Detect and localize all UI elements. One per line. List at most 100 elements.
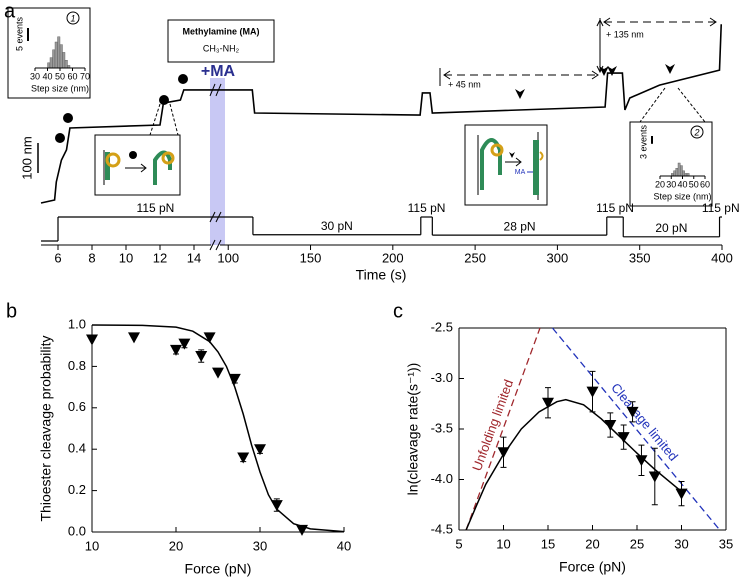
trace	[40, 24, 722, 204]
x-tick-label: 350	[629, 250, 651, 265]
data-point	[237, 452, 250, 464]
data-point	[178, 338, 191, 350]
data-point	[675, 488, 688, 500]
x-tick-label: 15	[541, 536, 555, 551]
limit-line	[551, 327, 721, 531]
data-point	[86, 334, 98, 346]
force-label: 115 pN	[408, 201, 446, 215]
force-label: 115 pN	[137, 201, 175, 215]
y-tick-label: -2.5	[431, 319, 453, 334]
y-tick-label: -4.5	[431, 521, 453, 536]
x-tick-label: 250	[464, 250, 486, 265]
inset-tick-label: 50	[689, 179, 699, 189]
panel-label: b	[6, 300, 17, 322]
inset-scale-label: 3 events	[638, 124, 648, 159]
y-tick-label: 0.0	[68, 523, 86, 538]
data-point	[604, 419, 617, 431]
histogram-bar	[682, 170, 685, 177]
y-tick-label: 0.4	[68, 441, 86, 456]
data-point	[212, 367, 224, 379]
y-tick-label: -3.0	[431, 370, 453, 385]
histogram-bar	[675, 167, 679, 177]
y-tick-label: 0.8	[68, 358, 86, 373]
data-point	[626, 406, 639, 418]
axis-break	[209, 239, 222, 251]
x-tick-label: 30	[674, 536, 688, 551]
inset-axis-label: Step size (nm)	[31, 83, 89, 93]
x-tick-label: 6	[54, 250, 61, 265]
panel-label: a	[4, 0, 16, 22]
inset-tick-label: 60	[67, 71, 77, 81]
x-tick-label: 25	[630, 536, 644, 551]
y-tick-label: -3.5	[431, 420, 453, 435]
fit-curve	[465, 398, 682, 531]
histogram-bar	[64, 60, 68, 69]
scale-bar-label: 100 nm	[19, 136, 34, 179]
x-axis-label: Force (pN)	[185, 561, 252, 577]
x-axis-label: Time (s)	[356, 267, 407, 283]
compound-formula: CH₃-NH₂	[203, 43, 240, 53]
diagram-label: MA	[515, 169, 526, 176]
inset-number: 2	[693, 127, 699, 137]
x-tick-label: 40	[337, 538, 351, 553]
data-point	[586, 386, 599, 398]
inset-number-ring	[690, 125, 704, 139]
x-tick-label: 300	[547, 250, 569, 265]
data-point	[635, 455, 648, 467]
data-point	[128, 332, 140, 344]
diagram-unfolding	[94, 134, 181, 196]
inset-tick-label: 30	[30, 71, 40, 81]
histogram-bar	[677, 162, 681, 177]
x-tick-label: 14	[187, 250, 201, 265]
inset-number-ring	[66, 11, 80, 25]
force-label: 20 pN	[655, 221, 687, 235]
step-label: + 45 nm	[448, 79, 481, 89]
histogram-bar	[673, 170, 676, 177]
x-tick-label: 8	[88, 250, 95, 265]
x-tick-label: 400	[711, 250, 733, 265]
data-point	[296, 524, 308, 536]
histogram-bar	[680, 165, 683, 177]
x-tick-label: 200	[382, 250, 404, 265]
fit-curve	[91, 324, 345, 533]
inset-tick-label: 70	[80, 71, 90, 81]
data-point	[170, 344, 182, 356]
x-tick-label: 100	[217, 250, 239, 265]
histogram-bar	[57, 36, 61, 69]
y-tick-label: -4.0	[431, 471, 453, 486]
x-tick-label: 20	[585, 536, 599, 551]
y-axis-label: ln(cleavage rate(s⁻¹))	[405, 363, 421, 496]
data-point	[648, 471, 661, 483]
x-tick-label: 10	[119, 250, 133, 265]
histogram-bar	[54, 41, 58, 69]
diagram-cleavage	[464, 124, 548, 206]
histogram-bar	[49, 57, 53, 69]
axis-break	[209, 211, 222, 223]
ma-band	[210, 78, 225, 245]
x-tick-label: 35	[719, 536, 733, 551]
leader-lines	[149, 87, 706, 136]
x-tick-label: 5	[455, 536, 462, 551]
inset-tick-label: 40	[677, 179, 687, 189]
limit-label: Unfolding limited	[469, 377, 516, 472]
step-label: + 135 nm	[606, 29, 644, 39]
inset-axis-label: Step size (nm)	[653, 191, 711, 201]
histogram-bar	[52, 49, 56, 69]
axis-break	[209, 83, 222, 97]
force-label: 115 pN	[596, 201, 634, 215]
x-tick-label: 12	[153, 250, 167, 265]
force-label: 30 pN	[321, 219, 353, 233]
y-tick-label: 0.2	[68, 482, 86, 497]
step-arrows	[439, 17, 717, 86]
force-label: 115 pN	[702, 201, 740, 215]
data-point	[270, 500, 283, 512]
x-tick-label: 150	[300, 250, 322, 265]
inset-box	[629, 121, 713, 207]
data-point	[203, 332, 216, 344]
y-axis-label: Thioester cleavage probability	[38, 336, 54, 522]
compound-box	[167, 19, 275, 63]
x-tick-label: 20	[169, 538, 183, 553]
x-tick-label: 10	[496, 536, 510, 551]
data-point	[254, 444, 266, 456]
limit-line	[465, 327, 541, 531]
